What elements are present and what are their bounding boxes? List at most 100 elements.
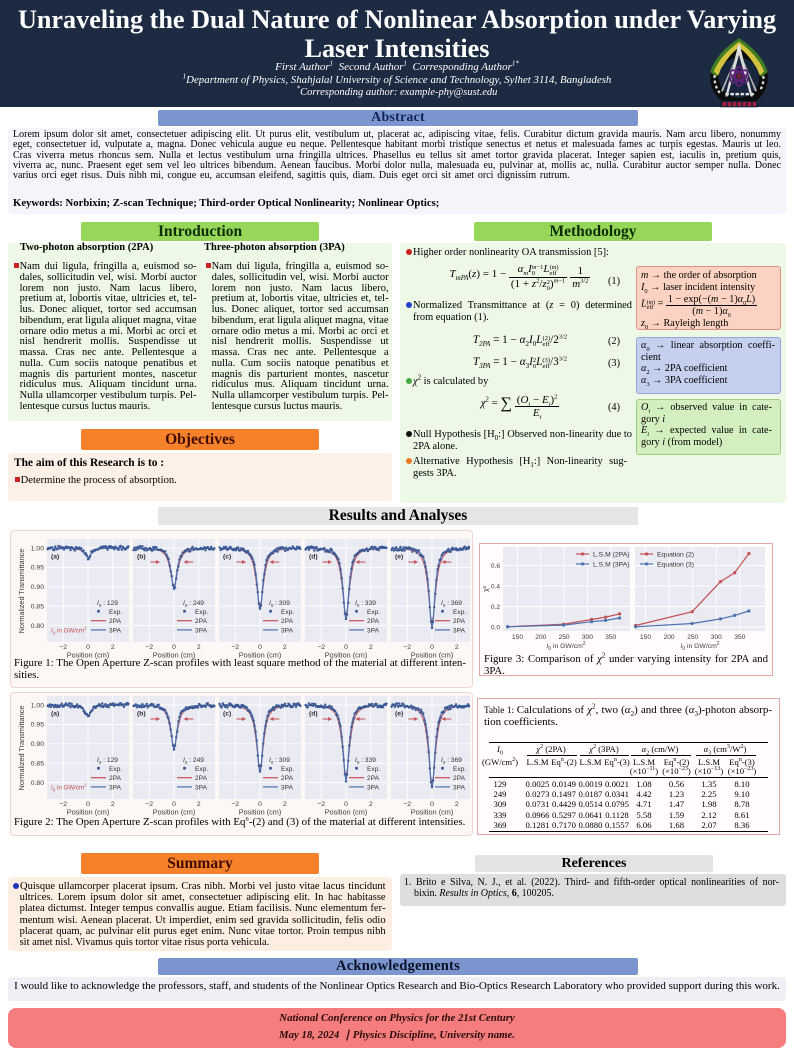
svg-text:I0 : 369: I0 : 369: [441, 757, 462, 765]
svg-text:I0 in GW/cm2: I0 in GW/cm2: [680, 641, 719, 651]
svg-text:0.90: 0.90: [31, 741, 44, 748]
svg-text:0: 0: [430, 644, 434, 651]
svg-text:(b): (b): [137, 554, 146, 561]
svg-text:−2: −2: [59, 644, 67, 651]
svg-text:0.2: 0.2: [491, 604, 500, 611]
svg-text:2: 2: [111, 801, 115, 808]
svg-text:150: 150: [512, 634, 523, 641]
svg-text:I0 : 129: I0 : 129: [97, 757, 118, 765]
svg-text:Exp.: Exp.: [453, 609, 466, 616]
svg-text:(a): (a): [51, 711, 59, 718]
svg-text:2PA: 2PA: [195, 618, 208, 625]
svg-text:Normalized Transmittance: Normalized Transmittance: [17, 549, 26, 634]
svg-text:0.95: 0.95: [31, 565, 44, 572]
svg-text:L.S.M (2PA): L.S.M (2PA): [593, 552, 630, 559]
svg-text:Position (cm): Position (cm): [153, 808, 196, 817]
svg-text:(d): (d): [309, 711, 318, 718]
svg-text:Exp.: Exp.: [367, 609, 380, 616]
svg-text:200: 200: [664, 634, 675, 641]
svg-text:2PA: 2PA: [453, 775, 466, 782]
svg-text:0: 0: [344, 801, 348, 808]
svg-text:I0 in GW/cm2: I0 in GW/cm2: [51, 625, 87, 635]
svg-text:(b): (b): [137, 711, 146, 718]
svg-text:2PA: 2PA: [453, 618, 466, 625]
svg-text:Exp.: Exp.: [367, 766, 380, 773]
svg-text:(d): (d): [309, 554, 318, 561]
svg-text:Exp.: Exp.: [281, 609, 294, 616]
svg-text:−2: −2: [317, 801, 325, 808]
svg-text:0.85: 0.85: [31, 604, 44, 611]
svg-text:−2: −2: [231, 801, 239, 808]
svg-text:2: 2: [369, 644, 373, 651]
svg-text:200: 200: [535, 634, 546, 641]
svg-text:3PA: 3PA: [109, 784, 122, 791]
svg-text:Position (cm): Position (cm): [411, 651, 454, 660]
svg-text:0.80: 0.80: [31, 780, 44, 787]
svg-text:Normalized Transmittance: Normalized Transmittance: [17, 706, 26, 791]
svg-text:1.00: 1.00: [31, 702, 44, 709]
svg-text:−2: −2: [403, 801, 411, 808]
svg-text:Position (cm): Position (cm): [239, 651, 282, 660]
svg-text:3PA: 3PA: [453, 627, 466, 634]
svg-text:1.00: 1.00: [31, 545, 44, 552]
svg-text:350: 350: [734, 634, 745, 641]
svg-text:(c): (c): [223, 554, 231, 561]
svg-text:2PA: 2PA: [367, 618, 380, 625]
svg-text:0: 0: [430, 801, 434, 808]
svg-text:Exp.: Exp.: [195, 766, 208, 773]
svg-text:Position (cm): Position (cm): [67, 651, 110, 660]
svg-text:(e): (e): [395, 554, 403, 561]
svg-text:Exp.: Exp.: [109, 766, 122, 773]
svg-text:Exp.: Exp.: [195, 609, 208, 616]
svg-text:Exp.: Exp.: [281, 766, 294, 773]
svg-text:0.95: 0.95: [31, 722, 44, 729]
svg-text:Exp.: Exp.: [109, 609, 122, 616]
svg-text:Position (cm): Position (cm): [239, 808, 282, 817]
svg-text:I0 : 309: I0 : 309: [269, 757, 290, 765]
svg-text:χ²: χ²: [483, 585, 490, 592]
svg-text:3PA: 3PA: [195, 784, 208, 791]
svg-text:I0 : 309: I0 : 309: [269, 600, 290, 608]
svg-text:L.S.M (3PA): L.S.M (3PA): [593, 562, 630, 569]
svg-text:I0 : 339: I0 : 339: [355, 757, 376, 765]
svg-text:I0 : 129: I0 : 129: [97, 600, 118, 608]
svg-text:(a): (a): [51, 554, 59, 561]
svg-text:2: 2: [455, 801, 459, 808]
svg-text:0.0: 0.0: [491, 624, 500, 631]
svg-text:I0 in GW/cm2: I0 in GW/cm2: [546, 641, 585, 651]
svg-text:3PA: 3PA: [195, 627, 208, 634]
svg-text:2: 2: [455, 644, 459, 651]
svg-text:−2: −2: [403, 644, 411, 651]
svg-text:−2: −2: [59, 801, 67, 808]
svg-text:0: 0: [344, 644, 348, 651]
svg-text:3PA: 3PA: [281, 784, 294, 791]
svg-text:0: 0: [258, 644, 262, 651]
svg-text:Exp.: Exp.: [453, 766, 466, 773]
svg-text:150: 150: [640, 634, 651, 641]
svg-text:250: 250: [687, 634, 698, 641]
svg-text:Position (cm): Position (cm): [325, 808, 368, 817]
svg-text:350: 350: [605, 634, 616, 641]
svg-text:Position (cm): Position (cm): [411, 808, 454, 817]
svg-text:3PA: 3PA: [281, 627, 294, 634]
svg-text:0: 0: [86, 644, 90, 651]
svg-text:2: 2: [283, 644, 287, 651]
svg-text:0.85: 0.85: [31, 761, 44, 768]
svg-text:I0 : 249: I0 : 249: [183, 757, 204, 765]
svg-text:3PA: 3PA: [109, 627, 122, 634]
svg-text:0.4: 0.4: [491, 583, 500, 590]
svg-text:3PA: 3PA: [453, 784, 466, 791]
svg-text:Position (cm): Position (cm): [325, 651, 368, 660]
svg-text:300: 300: [582, 634, 593, 641]
svg-text:−2: −2: [317, 644, 325, 651]
svg-text:0: 0: [172, 801, 176, 808]
svg-text:2PA: 2PA: [195, 775, 208, 782]
svg-text:2: 2: [111, 644, 115, 651]
svg-text:2: 2: [369, 801, 373, 808]
svg-text:3PA: 3PA: [367, 784, 380, 791]
svg-text:−2: −2: [231, 644, 239, 651]
svg-text:2PA: 2PA: [281, 618, 294, 625]
svg-text:2: 2: [197, 644, 201, 651]
svg-text:Position (cm): Position (cm): [153, 651, 196, 660]
svg-text:0: 0: [258, 801, 262, 808]
